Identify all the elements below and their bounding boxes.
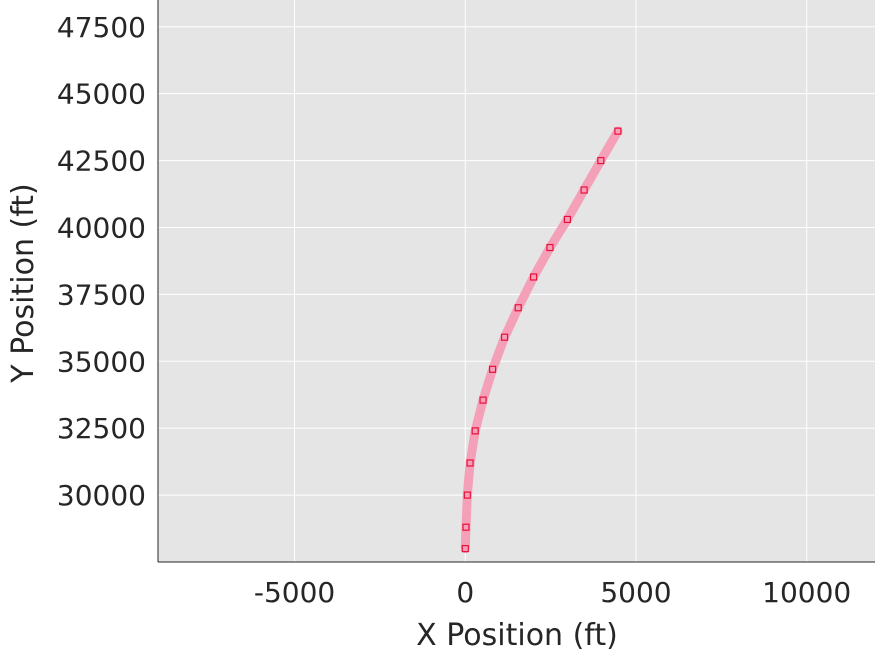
y-tick-label: 37500 — [57, 278, 146, 311]
y-tick-label: 30000 — [57, 479, 146, 512]
plot-background — [158, 0, 875, 562]
y-axis-label: Y Position (ft) — [6, 183, 41, 383]
x-tick-label: 10000 — [762, 576, 851, 609]
y-tick-label: 47500 — [57, 11, 146, 44]
trajectory-marker — [479, 396, 487, 404]
x-tick-label: 0 — [456, 576, 474, 609]
trajectory-marker — [580, 186, 588, 194]
y-tick-labels: 30000 32500 35000 37500 40000 42500 45000 47500 — [57, 11, 146, 512]
y-gridlines — [158, 26, 875, 496]
trajectory-marker — [546, 243, 554, 252]
trajectory-marker — [500, 333, 509, 341]
trajectory-marker — [514, 304, 522, 312]
y-tick-label: 40000 — [57, 211, 146, 244]
trajectory-marker — [462, 523, 470, 531]
x-tick-labels: -5000 0 5000 10000 — [254, 576, 851, 609]
y-tick-label: 35000 — [57, 345, 146, 378]
trajectory-marker — [466, 459, 474, 467]
y-tick-label: 32500 — [57, 412, 146, 445]
trajectory-marker — [529, 273, 538, 281]
x-tick-label: -5000 — [254, 576, 335, 609]
y-tick-label: 45000 — [57, 78, 146, 111]
trajectory-marker — [563, 215, 571, 224]
trajectory-marker — [461, 545, 469, 553]
trajectory-marker — [463, 491, 471, 499]
x-tick-label: 5000 — [600, 576, 671, 609]
trajectory-marker — [614, 127, 622, 135]
trajectory-marker — [471, 427, 479, 435]
trajectory-marker — [597, 156, 605, 165]
series-layer — [460, 126, 623, 554]
trajectory-marker — [489, 365, 497, 373]
x-axis-label: X Position (ft) — [416, 618, 618, 653]
y-tick-label: 42500 — [57, 145, 146, 178]
trajectory-line — [460, 126, 623, 554]
